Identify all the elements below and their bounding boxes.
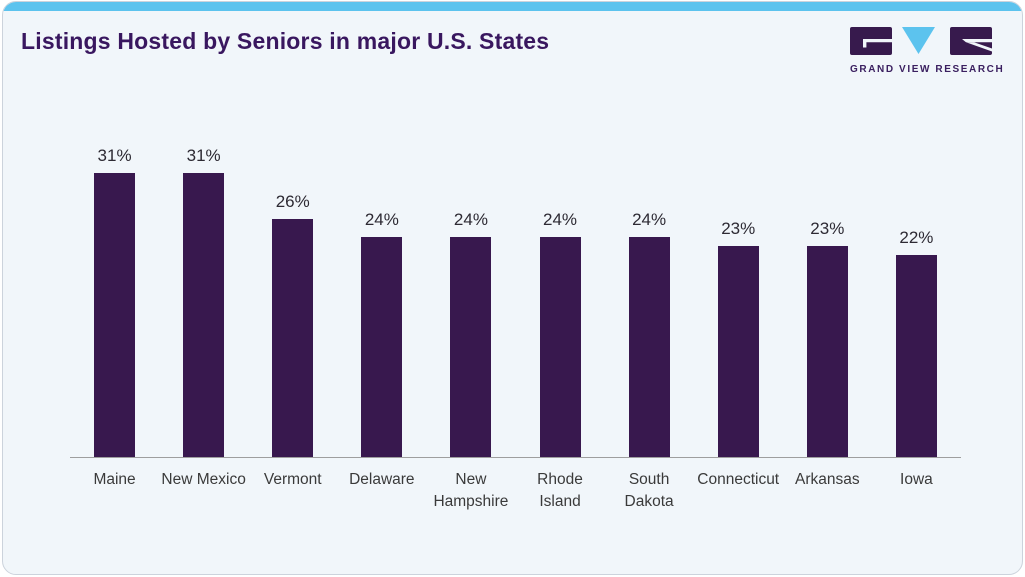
x-axis-label: Arkansas <box>794 471 860 488</box>
x-axis-label: New Mexico <box>161 471 246 488</box>
bar-value-label: 24% <box>453 210 488 229</box>
bar-group: 24% <box>426 210 515 457</box>
x-axis-labels: Maine New Mexico Vermont Delaware New Hampsh… <box>70 458 961 514</box>
bar <box>895 255 937 457</box>
grand-view-research-logo: GRAND VIEW RESEARCH <box>850 27 1005 75</box>
bar-group: 22% <box>872 228 961 457</box>
bar <box>717 246 759 457</box>
x-axis-label: New Hampshire <box>433 471 509 511</box>
x-axis-label: Connecticut <box>697 471 780 488</box>
x-axis-label: South Dakota <box>624 471 674 511</box>
page-title: Listings Hosted by Seniors in major U.S.… <box>21 28 550 54</box>
gvr-logo-mark <box>850 27 992 55</box>
bar <box>272 219 314 457</box>
bar-value-label: 24% <box>632 210 667 229</box>
bar <box>361 237 403 457</box>
bar-group: 23% <box>783 219 872 457</box>
bar-group: 24% <box>337 210 426 457</box>
bar-value-label: 23% <box>721 219 756 238</box>
x-axis-label: Rhode Island <box>537 471 583 511</box>
bar <box>450 237 492 457</box>
bar <box>628 237 670 457</box>
bar-group: 26% <box>248 192 337 457</box>
bar <box>539 237 581 457</box>
bar-group: 31% <box>70 146 159 457</box>
bar-group: 31% <box>159 146 248 457</box>
bar-group: 23% <box>694 219 783 457</box>
bar <box>806 246 848 457</box>
bar-value-label: 22% <box>899 228 934 247</box>
bar-value-label: 31% <box>186 146 221 165</box>
bar-value-label: 26% <box>275 192 310 211</box>
top-accent-bar <box>3 2 1022 11</box>
bar-value-label: 24% <box>543 210 578 229</box>
bar-value-label: 24% <box>364 210 399 229</box>
x-axis-label: Delaware <box>349 471 415 488</box>
bar <box>183 173 225 457</box>
x-axis-label: Maine <box>93 471 136 488</box>
bar-group: 24% <box>515 210 604 457</box>
bar-value-label: 31% <box>97 146 132 165</box>
gvr-logo-text: GRAND VIEW RESEARCH <box>850 64 1005 75</box>
plot-area: 31% 31% 26% 24% 24% 24% 24% 23% 23% 22% <box>70 132 961 458</box>
x-axis-label: Vermont <box>263 471 322 488</box>
bar <box>94 173 136 457</box>
x-axis-label: Iowa <box>900 471 933 488</box>
bar-group: 24% <box>605 210 694 457</box>
bar-chart: 31% 31% 26% 24% 24% 24% 24% 23% 23% 22% Maine New … <box>70 132 961 514</box>
bar-value-label: 23% <box>810 219 845 238</box>
